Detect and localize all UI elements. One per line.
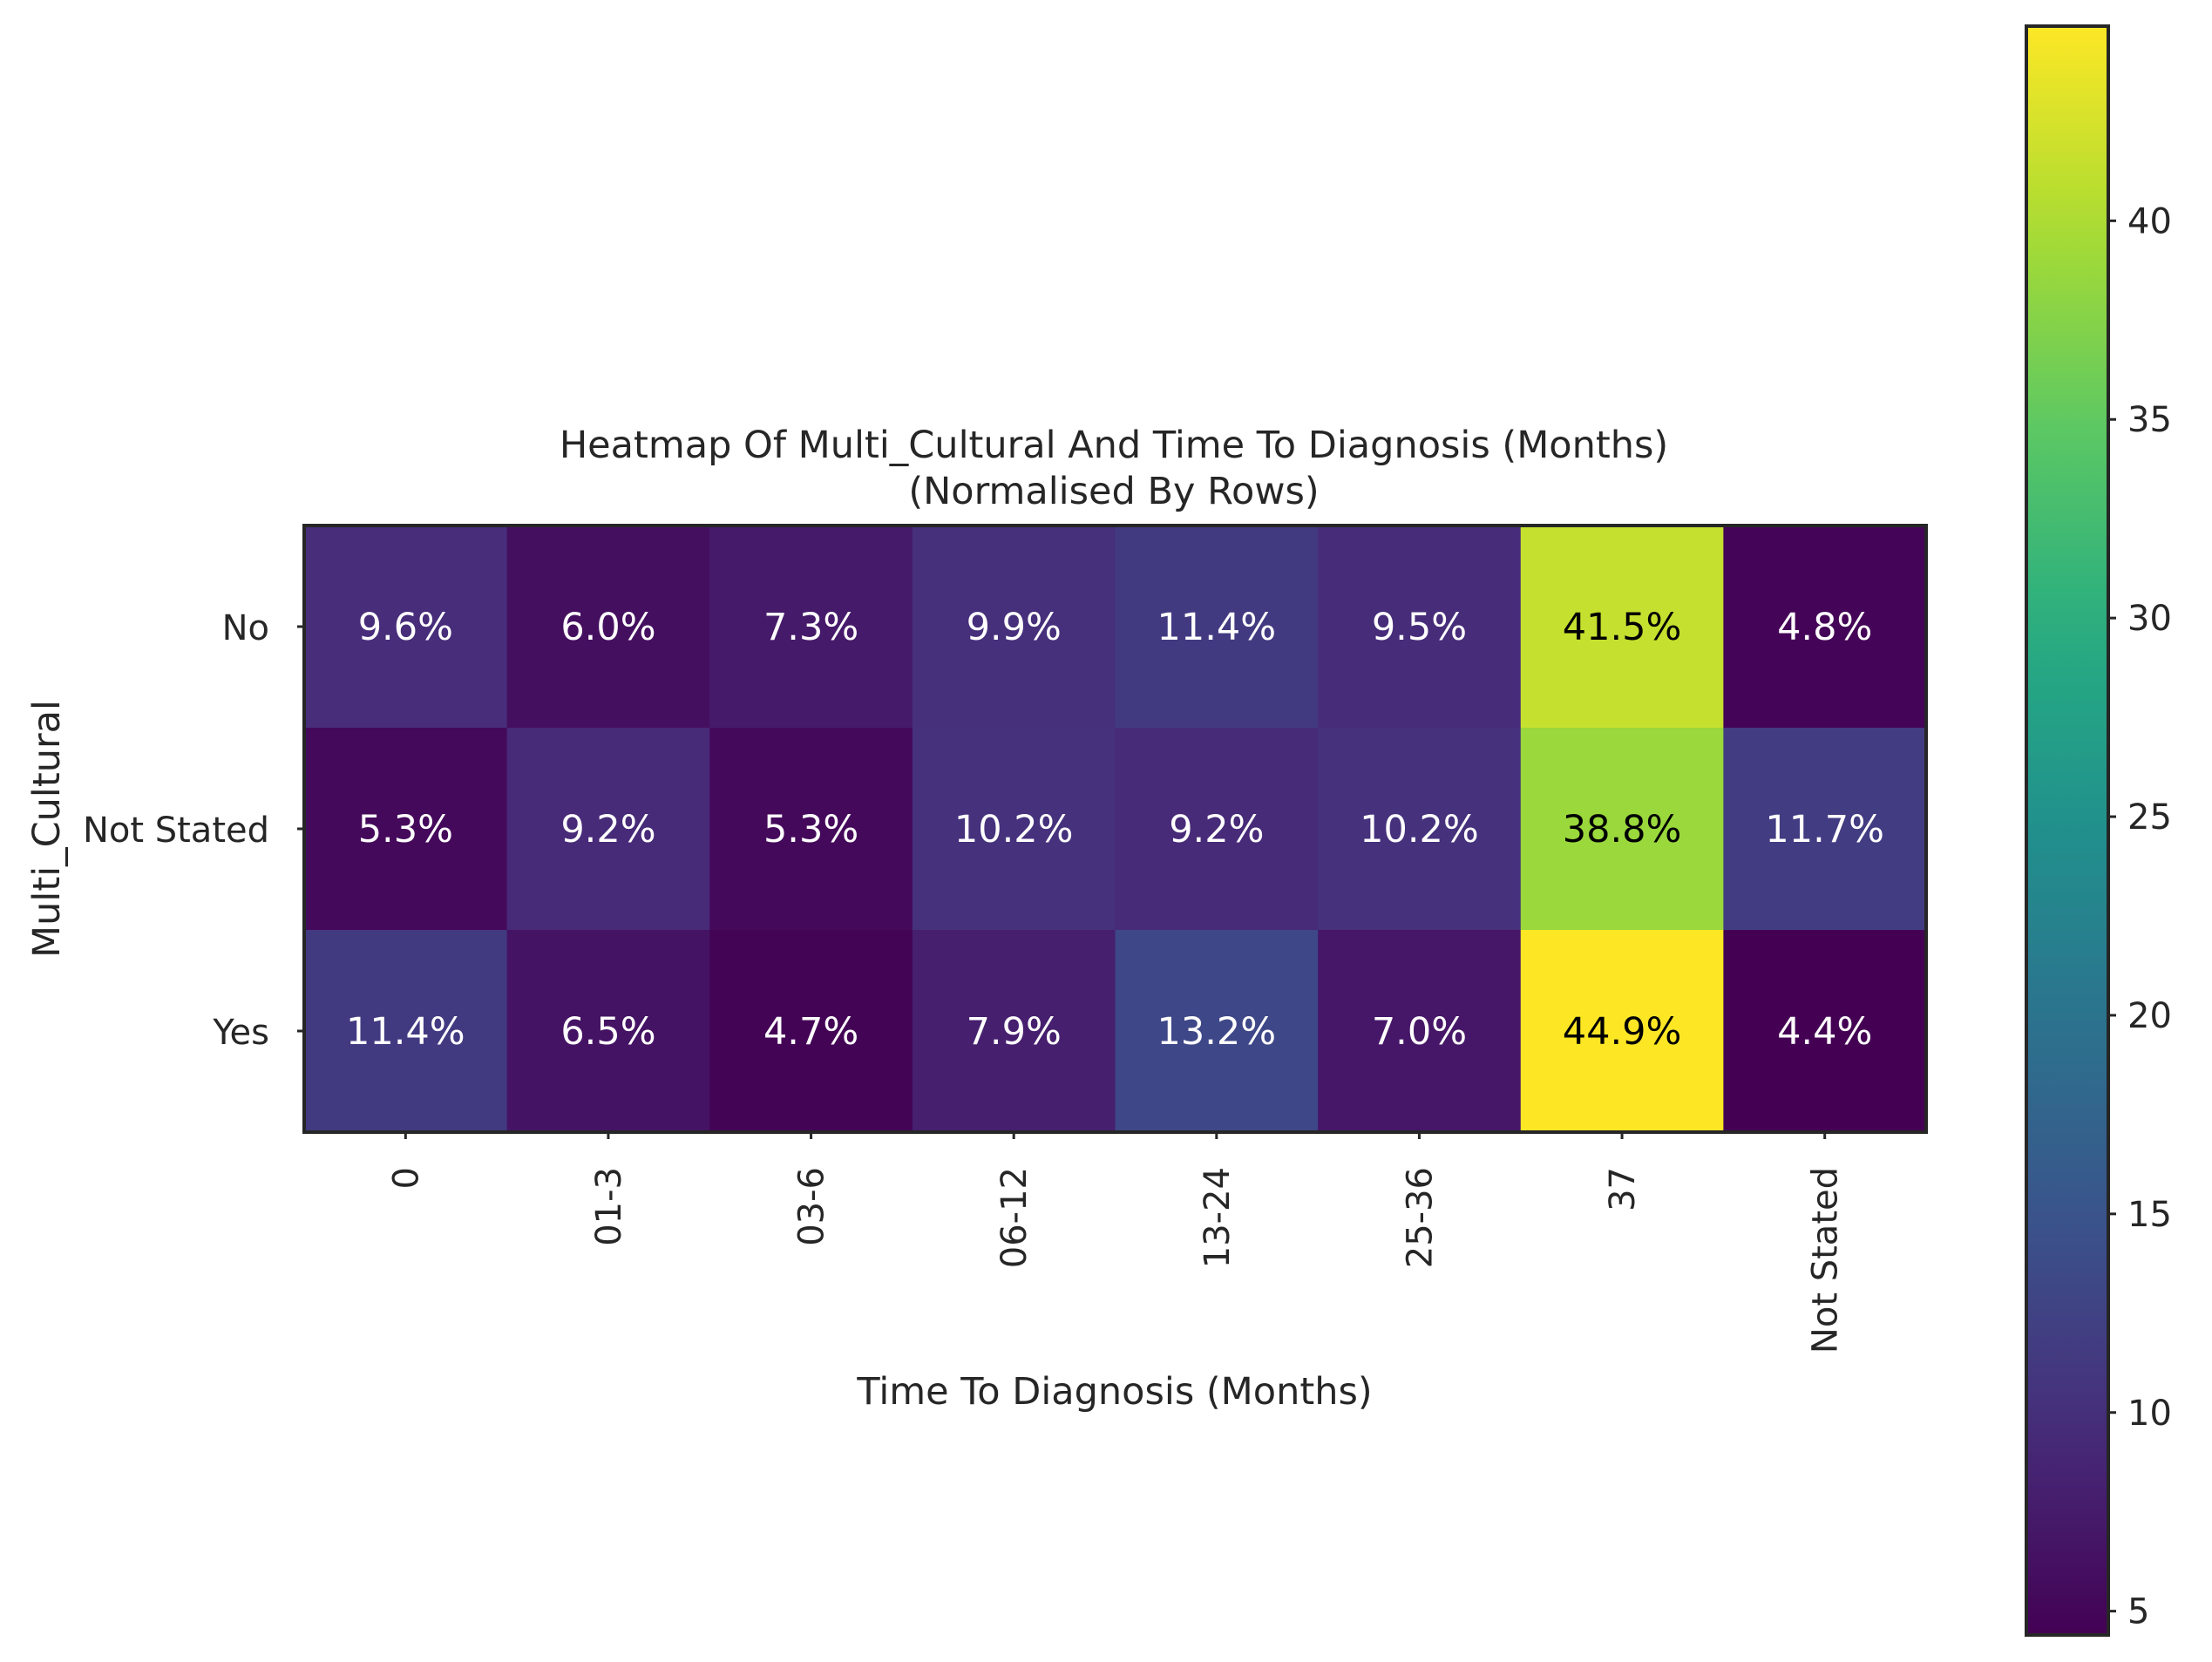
y-tick-label: No: [222, 608, 269, 648]
cell-value-label: 7.0%: [1372, 1010, 1467, 1054]
cell-value-label: 9.6%: [358, 606, 453, 649]
cell-value-label: 13.2%: [1157, 1010, 1277, 1054]
x-tick-label: 01-3: [589, 1167, 629, 1246]
heatmap-cell: [1520, 728, 1724, 931]
heatmap-cell: [709, 930, 913, 1133]
x-tick-label: 0: [386, 1167, 426, 1189]
cell-value-label: 7.3%: [763, 606, 858, 649]
colorbar-tick-label: 20: [2127, 996, 2172, 1036]
cell-value-label: 5.3%: [358, 808, 453, 851]
colorbar-tick-label: 25: [2127, 797, 2172, 838]
y-axis-label: Multi_Cultural: [25, 700, 69, 958]
heatmap-cell: [1115, 728, 1319, 931]
heatmap-cell: [912, 728, 1116, 931]
y-axis-ticks: No Not Stated Yes: [83, 608, 304, 1053]
x-tick-label: 25-36: [1400, 1167, 1440, 1268]
colorbar-tick-label: 40: [2127, 201, 2172, 241]
cell-value-label: 41.5%: [1563, 606, 1682, 649]
x-tick-label: Not Stated: [1806, 1167, 1846, 1353]
heatmap-cell-labels: 9.6% 6.0% 7.3% 9.9% 11.4% 9.5% 41.5% 4.8% 5.3% 9.…: [346, 606, 1884, 1054]
heatmap-cell: [912, 526, 1116, 729]
colorbar: [2025, 24, 2110, 1637]
heatmap-cell: [506, 930, 710, 1133]
cell-value-label: 11.7%: [1765, 808, 1884, 851]
x-tick-label: 03-6: [792, 1167, 832, 1246]
x-tick-label: 13-24: [1198, 1167, 1238, 1268]
heatmap-cell: [1318, 526, 1522, 729]
y-tick-label: Yes: [212, 1013, 269, 1053]
cell-value-label: 4.8%: [1777, 606, 1872, 649]
x-tick-label: 06-12: [994, 1167, 1035, 1268]
heatmap-cell: [304, 728, 508, 931]
cell-value-label: 4.4%: [1777, 1010, 1872, 1054]
cell-value-label: 11.4%: [346, 1010, 465, 1054]
x-axis-ticks: 0 01-3 03-6 06-12 13-24 25-36 37 Not Stated: [386, 1132, 1846, 1353]
heatmap-cell: [304, 526, 508, 729]
heatmap-cell: [506, 526, 710, 729]
cell-value-label: 7.9%: [967, 1010, 1062, 1054]
cell-value-label: 9.9%: [967, 606, 1062, 649]
heatmap-cell: [912, 930, 1116, 1133]
cell-value-label: 9.5%: [1372, 606, 1467, 649]
heatmap-cell: [1115, 526, 1319, 729]
cell-value-label: 9.2%: [1169, 808, 1264, 851]
colorbar-tick-label: 35: [2127, 400, 2172, 440]
cell-value-label: 6.5%: [560, 1010, 655, 1054]
cell-value-label: 10.2%: [954, 808, 1074, 851]
colorbar-ticks: 5 10 15 20 25 30 35 40: [2108, 201, 2172, 1632]
heatmap-cell: [1318, 930, 1522, 1133]
heatmap-cells: [304, 526, 1927, 1133]
heatmap-cell: [1520, 930, 1724, 1133]
cell-value-label: 11.4%: [1157, 606, 1277, 649]
x-axis-label: Time To Diagnosis (Months): [856, 1370, 1372, 1414]
heatmap-cell: [1723, 930, 1927, 1133]
heatmap-cell: [506, 728, 710, 931]
heatmap-cell: [1723, 728, 1927, 931]
cell-value-label: 6.0%: [560, 606, 655, 649]
heatmap-cell: [1723, 526, 1927, 729]
cell-value-label: 5.3%: [763, 808, 858, 851]
chart-subtitle: (Normalised By Rows): [908, 470, 1319, 513]
heatmap-cell: [1115, 930, 1319, 1133]
heatmap-cell: [709, 728, 913, 931]
x-tick-label: 37: [1603, 1167, 1643, 1211]
cell-value-label: 44.9%: [1563, 1010, 1682, 1054]
heatmap-cell: [1520, 526, 1724, 729]
colorbar-tick-label: 15: [2127, 1195, 2172, 1235]
cell-value-label: 4.7%: [763, 1010, 858, 1054]
heatmap-cell: [304, 930, 508, 1133]
cell-value-label: 38.8%: [1563, 808, 1682, 851]
cell-value-label: 9.2%: [560, 808, 655, 851]
chart-title: Heatmap Of Multi_Cultural And Time To Di…: [560, 424, 1668, 467]
y-tick-label: Not Stated: [83, 811, 269, 851]
heatmap-cell: [709, 526, 913, 729]
colorbar-tick-label: 10: [2127, 1394, 2172, 1434]
heatmap-cell: [1318, 728, 1522, 931]
cell-value-label: 10.2%: [1360, 808, 1479, 851]
colorbar-tick-label: 5: [2127, 1592, 2149, 1632]
colorbar-tick-label: 30: [2127, 599, 2172, 639]
